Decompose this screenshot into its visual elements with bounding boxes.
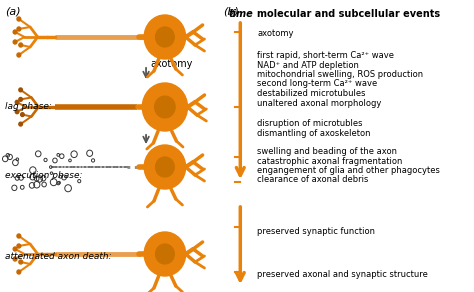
Circle shape bbox=[15, 100, 19, 104]
Text: axotomy: axotomy bbox=[257, 29, 294, 38]
Text: dismantling of axoskeleton: dismantling of axoskeleton bbox=[257, 128, 371, 138]
Text: first rapid, short-term Ca²⁺ wave: first rapid, short-term Ca²⁺ wave bbox=[257, 51, 394, 60]
Circle shape bbox=[13, 40, 17, 44]
Text: lag phase:: lag phase: bbox=[5, 102, 52, 111]
Text: engangement of glia and other phagocytes: engangement of glia and other phagocytes bbox=[257, 166, 440, 175]
Circle shape bbox=[21, 113, 24, 117]
Text: clearance of axonal debris: clearance of axonal debris bbox=[257, 175, 369, 185]
Circle shape bbox=[155, 96, 175, 118]
Circle shape bbox=[17, 17, 21, 21]
Text: (a): (a) bbox=[5, 7, 20, 17]
Text: preserved axonal and synaptic structure: preserved axonal and synaptic structure bbox=[257, 270, 428, 279]
Circle shape bbox=[144, 145, 186, 189]
Circle shape bbox=[19, 43, 23, 47]
Circle shape bbox=[155, 27, 174, 47]
Text: catastrophic axonal fragmentation: catastrophic axonal fragmentation bbox=[257, 157, 402, 166]
Circle shape bbox=[17, 27, 21, 31]
Circle shape bbox=[15, 110, 19, 114]
Text: (b): (b) bbox=[223, 7, 239, 17]
Circle shape bbox=[155, 157, 174, 177]
Text: disruption of microtubles: disruption of microtubles bbox=[257, 119, 363, 128]
Text: execution phase:: execution phase: bbox=[5, 171, 82, 180]
Circle shape bbox=[17, 234, 21, 238]
Text: unaltered axonal morphology: unaltered axonal morphology bbox=[257, 98, 382, 107]
Circle shape bbox=[19, 260, 23, 264]
Circle shape bbox=[19, 88, 22, 92]
Circle shape bbox=[13, 257, 17, 261]
Circle shape bbox=[13, 247, 17, 251]
Text: second long-term Ca²⁺ wave: second long-term Ca²⁺ wave bbox=[257, 79, 377, 88]
Text: NAD⁺ and ATP depletion: NAD⁺ and ATP depletion bbox=[257, 60, 359, 69]
Text: swelling and beading of the axon: swelling and beading of the axon bbox=[257, 147, 397, 156]
Circle shape bbox=[144, 232, 186, 276]
Text: mitochondrial swelling, ROS production: mitochondrial swelling, ROS production bbox=[257, 70, 423, 79]
Circle shape bbox=[17, 244, 21, 248]
Text: attenuated axon death:: attenuated axon death: bbox=[5, 253, 111, 261]
Circle shape bbox=[19, 122, 22, 126]
Text: axotomy: axotomy bbox=[151, 59, 193, 69]
Circle shape bbox=[17, 53, 21, 57]
Text: time: time bbox=[229, 9, 254, 19]
Circle shape bbox=[13, 30, 17, 34]
Text: destabilized microtubules: destabilized microtubules bbox=[257, 89, 366, 98]
Circle shape bbox=[17, 270, 21, 274]
Circle shape bbox=[19, 98, 22, 101]
Circle shape bbox=[155, 244, 174, 264]
Circle shape bbox=[144, 15, 186, 59]
Text: molecular and subcellular events: molecular and subcellular events bbox=[257, 9, 440, 19]
Circle shape bbox=[142, 83, 188, 131]
Text: preserved synaptic function: preserved synaptic function bbox=[257, 227, 375, 236]
